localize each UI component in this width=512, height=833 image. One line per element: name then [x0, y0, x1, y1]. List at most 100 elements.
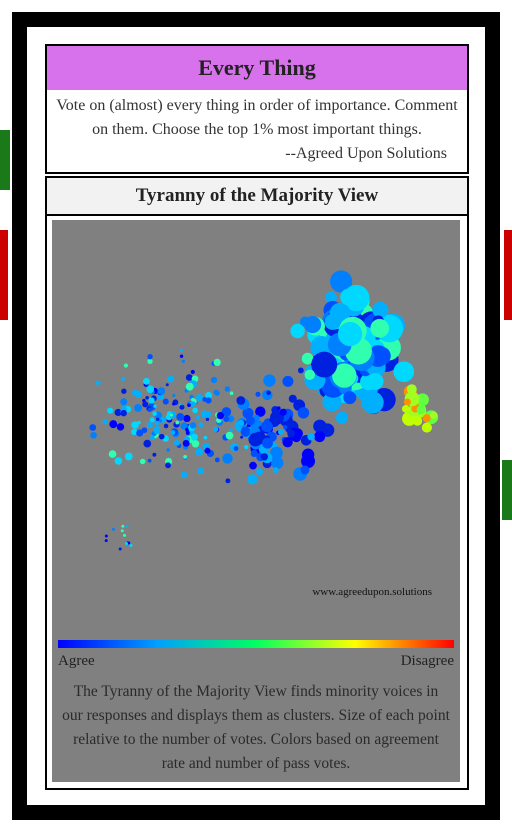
decor-dot	[121, 388, 127, 394]
decor-dot	[120, 409, 127, 417]
decor-dot	[147, 358, 153, 365]
decor-dot	[214, 390, 220, 396]
decor-dot	[256, 468, 263, 476]
decor-dot	[216, 411, 225, 420]
decor-dot	[185, 382, 194, 391]
decor-dot	[412, 416, 423, 426]
decor-dot	[222, 453, 233, 464]
decor-dot	[197, 467, 204, 475]
decor-dot	[237, 419, 245, 427]
decor-dot	[416, 405, 426, 415]
decor-dot	[270, 446, 283, 460]
decor-dot	[236, 396, 246, 405]
decor-dot	[403, 398, 411, 406]
decor-dot	[250, 450, 258, 458]
decor-dot	[143, 439, 152, 448]
decor-dot	[114, 457, 123, 465]
decor-dot	[283, 425, 288, 430]
decor-dot	[111, 527, 115, 531]
watermark: www.agreedupon.solutions	[312, 586, 432, 598]
decor-dot	[205, 391, 213, 399]
decor-dot	[127, 541, 131, 545]
decor-dot	[329, 302, 351, 324]
decor-dot	[212, 426, 219, 433]
decor-dot	[255, 391, 261, 397]
decor-dot	[123, 363, 129, 368]
decor-dot	[213, 358, 221, 367]
decor-dot	[314, 430, 326, 443]
decor-dot	[202, 397, 207, 402]
decor-dot	[406, 384, 417, 395]
decor-dot	[154, 419, 160, 425]
decor-dot	[261, 437, 273, 449]
decor-dot	[372, 301, 389, 318]
decor-dot	[183, 414, 191, 423]
decor-dot	[304, 369, 316, 381]
decor-dot	[416, 393, 429, 407]
decor-dot	[169, 413, 173, 417]
decor-dot	[142, 377, 150, 385]
decor-dot	[147, 407, 152, 413]
decor-dot	[149, 435, 155, 440]
decor-dot	[240, 435, 244, 439]
decor-dot	[104, 534, 108, 538]
decor-dot	[221, 407, 232, 417]
decor-dot	[429, 411, 438, 420]
decor-dot	[134, 403, 143, 412]
decor-dot	[155, 417, 160, 422]
decor-dot	[122, 533, 126, 537]
decor-dot	[205, 411, 212, 418]
decor-dot	[139, 458, 146, 465]
decor-dot	[175, 420, 180, 425]
decor-dot	[124, 452, 133, 461]
decor-dot	[180, 422, 188, 430]
decor-dot	[129, 544, 133, 548]
decor-dot	[157, 387, 166, 395]
decor-dot	[158, 433, 165, 440]
decor-dot	[214, 457, 220, 463]
color-scale	[58, 640, 454, 648]
decor-dot	[287, 429, 295, 438]
decor-dot	[271, 456, 284, 469]
decor-dot	[260, 453, 269, 461]
decor-dot	[89, 424, 97, 431]
decor-dot	[180, 471, 188, 479]
decor-dot	[311, 351, 338, 378]
description-box: Vote on (almost) every thing in order of…	[45, 90, 469, 174]
decor-dot	[90, 431, 97, 439]
decor-dot	[148, 397, 155, 404]
decor-dot	[172, 394, 176, 398]
decor-dot	[116, 423, 125, 431]
decor-dot	[313, 419, 327, 433]
decor-dot	[120, 376, 125, 381]
decor	[0, 230, 8, 320]
decor-dot	[229, 391, 234, 396]
decor-dot	[267, 431, 272, 436]
decor-dot	[401, 404, 410, 413]
decor-dot	[366, 373, 384, 390]
decor-dot	[102, 418, 109, 425]
decor-dot	[165, 462, 171, 469]
decor-dot	[279, 408, 287, 416]
decor-dot	[261, 420, 273, 433]
decor-dot	[153, 404, 157, 408]
caption: The Tyranny of the Majority View finds m…	[62, 683, 450, 772]
legend-left: Agree	[58, 653, 95, 669]
decor-dot	[183, 455, 188, 459]
decor-dot	[282, 375, 294, 387]
decor-dot	[107, 407, 114, 414]
decor-dot	[266, 390, 271, 396]
decor-dot	[179, 354, 184, 358]
decor	[502, 460, 512, 520]
decor-dot	[124, 542, 128, 546]
decor-dot	[240, 426, 251, 437]
decor-dot	[152, 411, 157, 416]
decor-dot	[203, 435, 208, 440]
decor-dot	[244, 444, 249, 450]
decor-dot	[141, 427, 148, 434]
decor-dot	[301, 454, 316, 469]
decor-dot	[330, 270, 353, 293]
decor	[504, 230, 512, 320]
decor-dot	[157, 393, 164, 401]
decor-dot	[190, 433, 198, 441]
